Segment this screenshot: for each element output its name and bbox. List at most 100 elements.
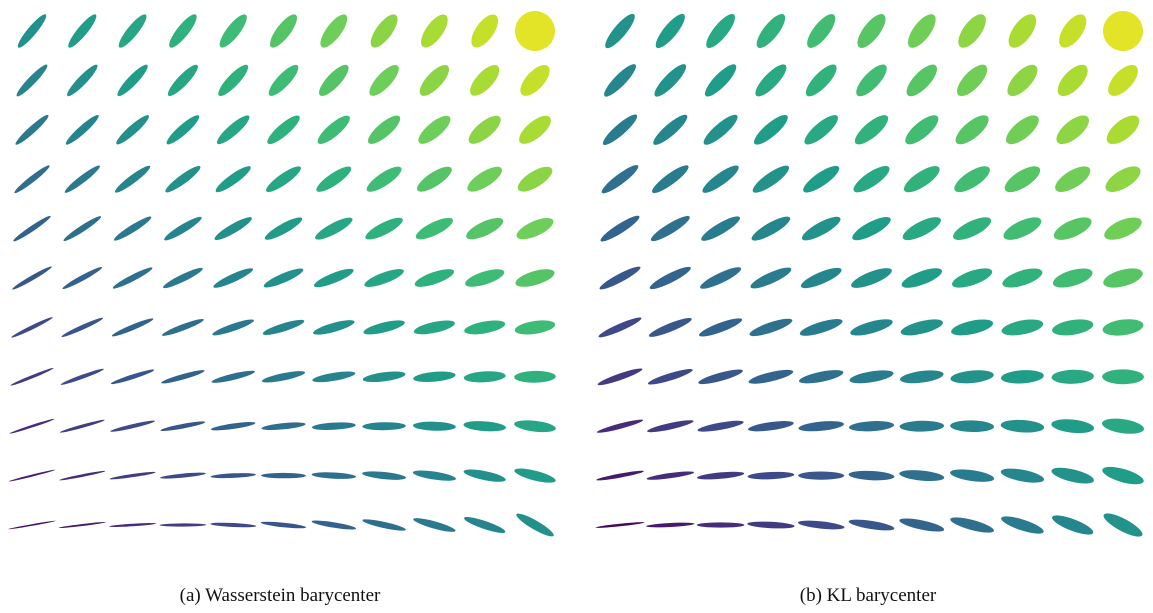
ellipse-b-r3-c2 [702, 165, 739, 193]
ellipse-a-r10-c1 [58, 522, 106, 528]
ellipse-b-r7-c6 [899, 370, 944, 384]
ellipse-a-r8-c7 [362, 422, 406, 431]
ellipse-a-r9-c9 [463, 469, 506, 482]
ellipse-a-r3-c5 [266, 166, 301, 193]
ellipse-b-r1-c7 [956, 64, 988, 97]
ellipse-b-r2-c8 [1005, 115, 1039, 145]
ellipse-a-r10-c0 [8, 520, 56, 530]
ellipse-b-r0-c1 [655, 13, 685, 49]
ellipse-a-r2-c8 [418, 115, 451, 144]
ellipse-b-r1-c3 [755, 64, 787, 97]
ellipse-a-r0-c0 [17, 14, 47, 48]
ellipse-a-r3-c8 [416, 166, 452, 192]
ellipse-b-r5-c5 [851, 268, 892, 288]
ellipse-b-r8-c4 [798, 421, 844, 432]
ellipse-b-r3-c1 [652, 165, 689, 194]
ellipse-a-r5-c1 [62, 266, 103, 290]
ellipse-b-r9-c8 [1000, 468, 1045, 483]
ellipse-b-r10-c8 [1001, 516, 1044, 534]
ellipse-b-r9-c0 [596, 470, 644, 481]
ellipse-b-r4-c4 [801, 216, 841, 241]
ellipse-a-r6-c8 [413, 320, 455, 335]
ellipse-b-r0-c2 [706, 13, 736, 49]
ellipse-a-r0-c10 [515, 11, 555, 51]
ellipse-a-r2-c7 [367, 115, 401, 144]
ellipse-a-r10-c3 [159, 523, 207, 527]
ellipse-a-r3-c0 [14, 165, 50, 194]
ellipse-a-r9-c3 [160, 472, 206, 479]
ellipse-a-r6-c5 [262, 319, 305, 335]
ellipse-a-r1-c7 [369, 64, 399, 96]
ellipse-b-r0-c4 [807, 14, 836, 48]
ellipse-a-r3-c9 [467, 166, 503, 192]
ellipse-a-r4-c1 [63, 216, 102, 242]
ellipse-a-r1-c3 [167, 64, 198, 97]
ellipse-b-r0-c7 [958, 14, 986, 48]
ellipse-b-r8-c8 [1000, 419, 1045, 433]
ellipse-b-r3-c8 [1004, 166, 1041, 193]
ellipse-b-r4-c7 [953, 217, 992, 240]
ellipse-a-r8-c6 [311, 422, 356, 430]
ellipse-b-r5-c6 [901, 268, 943, 288]
ellipse-a-r7-c9 [463, 371, 506, 383]
ellipse-b-r2-c5 [854, 115, 889, 145]
ellipse-b-r3-c7 [954, 166, 990, 193]
ellipse-b-r10-c5 [848, 519, 895, 531]
ellipse-b-r9-c3 [747, 471, 795, 480]
ellipse-a-r2-c2 [116, 115, 149, 145]
ellipse-a-r1-c1 [67, 64, 98, 97]
ellipse-a-r1-c10 [520, 64, 550, 96]
ellipse-b-r6-c3 [749, 318, 793, 337]
ellipse-a-r5-c10 [515, 269, 555, 287]
caption-wasserstein: (a) Wasserstein barycenter [179, 585, 381, 606]
ellipse-b-r5-c2 [700, 267, 742, 289]
ellipse-a-r2-c4 [216, 115, 250, 145]
ellipse-b-r4-c0 [600, 215, 640, 242]
ellipse-a-r10-c9 [464, 517, 506, 533]
ellipse-a-r5-c3 [163, 267, 203, 289]
ellipse-b-r9-c6 [899, 470, 945, 482]
ellipse-a-r2-c10 [519, 115, 551, 144]
ellipse-b-r9-c2 [696, 471, 745, 480]
ellipse-b-r4-c9 [1053, 217, 1092, 240]
ellipse-b-r0-c5 [857, 14, 886, 48]
ellipse-a-r6-c0 [11, 317, 53, 338]
ellipse-b-r7-c5 [849, 370, 894, 384]
ellipse-b-r3-c0 [601, 165, 639, 194]
ellipse-b-r8-c2 [697, 420, 744, 432]
ellipse-b-r2-c7 [955, 115, 989, 145]
ellipse-b-r7-c10 [1102, 369, 1144, 385]
ellipse-a-r3-c1 [64, 165, 100, 193]
ellipse-b-r10-c4 [797, 520, 845, 530]
ellipse-a-r9-c4 [210, 473, 256, 479]
ellipse-b-r7-c1 [647, 369, 693, 385]
ellipse-b-r7-c7 [950, 370, 994, 384]
ellipse-b-r0-c10 [1103, 11, 1143, 51]
ellipse-b-r2-c6 [905, 115, 939, 145]
ellipse-a-r5-c6 [313, 268, 354, 288]
ellipse-b-r5-c3 [750, 267, 792, 289]
ellipse-a-r0-c1 [68, 14, 97, 48]
ellipse-a-r8-c8 [412, 421, 456, 431]
ellipse-a-r7-c1 [60, 368, 104, 385]
ellipse-a-r2-c0 [15, 114, 49, 145]
caption-kl: (b) KL barycenter [799, 585, 937, 606]
ellipse-b-r6-c5 [850, 319, 893, 336]
ellipse-b-r10-c10 [1103, 513, 1143, 537]
ellipse-a-r0-c6 [320, 14, 348, 48]
ellipse-a-r1-c8 [419, 64, 450, 96]
ellipse-b-r9-c4 [798, 471, 845, 480]
panel-kl: (b) KL barycenter [588, 0, 1148, 613]
ellipse-b-r1-c8 [1007, 64, 1038, 97]
ellipse-a-r6-c1 [61, 317, 104, 338]
ellipse-a-r5-c2 [112, 267, 153, 289]
ellipse-b-r7-c8 [1000, 370, 1044, 384]
ellipse-a-r1-c6 [319, 64, 349, 96]
ellipse-b-r4-c5 [852, 216, 891, 241]
ellipse-a-r0-c9 [471, 14, 499, 48]
ellipse-b-r3-c10 [1105, 166, 1141, 192]
ellipse-b-r9-c5 [848, 470, 895, 481]
ellipse-a-r6-c7 [363, 320, 405, 335]
ellipse-b-r1-c10 [1108, 64, 1138, 96]
ellipse-a-r7-c4 [211, 370, 255, 383]
